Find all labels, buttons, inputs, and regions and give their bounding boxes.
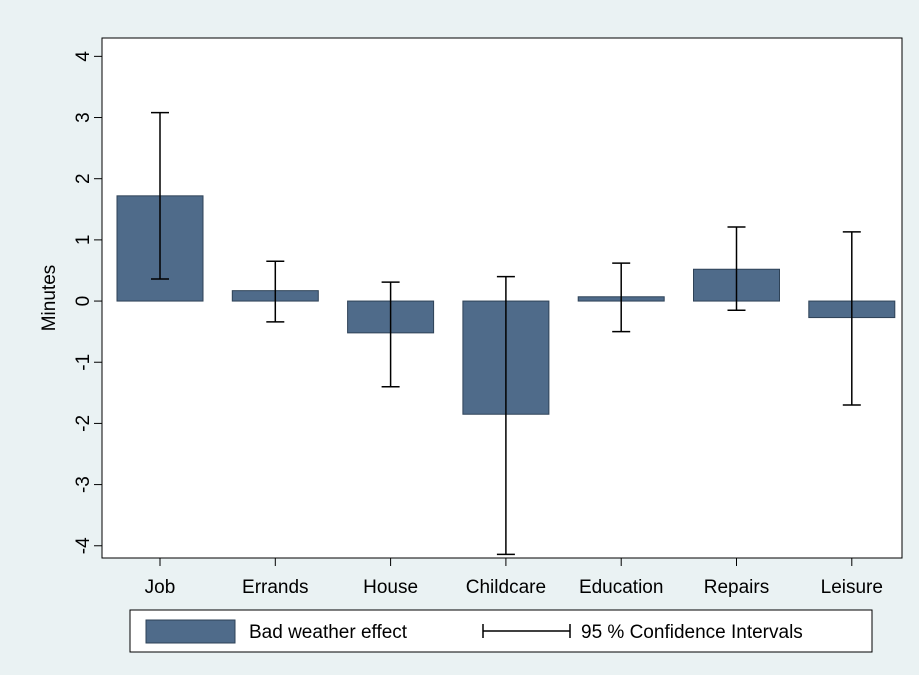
plot-area — [101, 37, 903, 559]
legend-errorbar-swatch — [482, 624, 571, 638]
y-axis-title: Minutes — [39, 265, 60, 332]
legend-label-ci: 95 % Confidence Intervals — [581, 622, 803, 643]
y-tick-label: -2 — [73, 415, 94, 432]
error-bar-job — [151, 111, 169, 280]
x-axis — [102, 557, 902, 566]
x-tick-label-errands: Errands — [242, 577, 309, 598]
error-bar-series — [151, 111, 861, 556]
x-tick-label-education: Education — [579, 577, 664, 598]
x-tick-labels: Job Errands House Childcare Education Repairs… — [145, 577, 883, 598]
x-tick-label-repairs: Repairs — [704, 577, 769, 598]
y-tick-label: 0 — [73, 296, 94, 307]
x-tick-label-childcare: Childcare — [466, 577, 546, 598]
error-bar-house — [381, 281, 400, 388]
error-bar-repairs — [727, 226, 746, 311]
y-tick-label: -4 — [73, 537, 94, 554]
y-tick-label: -1 — [73, 354, 94, 371]
error-bar-errands — [266, 260, 285, 323]
error-bar-childcare — [496, 275, 515, 556]
x-tick-label-leisure: Leisure — [821, 577, 883, 598]
legend-bar-swatch — [145, 619, 236, 644]
legend: Bad weather effect 95 % Confidence Inter… — [129, 609, 873, 653]
y-tick-label: 3 — [73, 112, 94, 123]
y-axis — [94, 38, 103, 558]
y-tick-label: 1 — [73, 235, 94, 246]
y-tick-label: 4 — [73, 51, 94, 62]
y-tick-label: -3 — [73, 476, 94, 493]
error-bar-leisure — [842, 231, 861, 406]
x-tick-label-house: House — [363, 577, 418, 598]
legend-label-bar: Bad weather effect — [249, 622, 408, 643]
y-tick-label: 2 — [73, 173, 94, 184]
error-bar-education — [612, 262, 631, 333]
x-tick-label-job: Job — [145, 577, 176, 598]
y-tick-labels: 4 3 2 1 0 -1 -2 -3 -4 — [73, 51, 94, 555]
